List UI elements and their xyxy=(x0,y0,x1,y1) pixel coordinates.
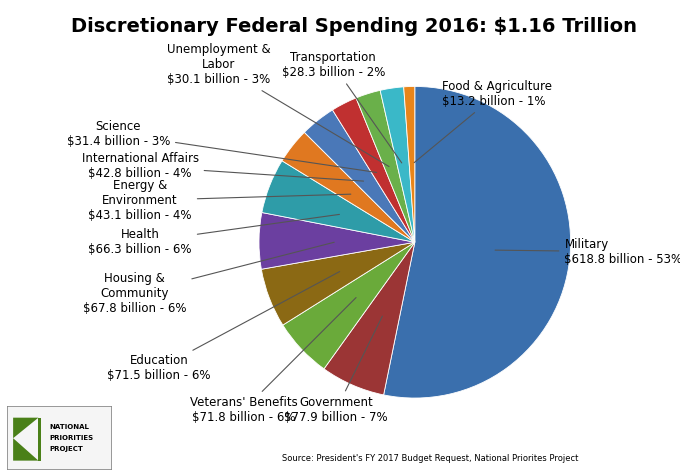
Text: Education
$71.5 billion - 6%: Education $71.5 billion - 6% xyxy=(107,272,339,382)
Text: Energy &
Environment
$43.1 billion - 4%: Energy & Environment $43.1 billion - 4% xyxy=(88,179,351,222)
Wedge shape xyxy=(282,133,415,242)
Text: PRIORITIES: PRIORITIES xyxy=(49,435,93,441)
Polygon shape xyxy=(13,418,38,461)
Wedge shape xyxy=(384,86,571,398)
Text: NATIONAL: NATIONAL xyxy=(49,424,89,430)
Text: Source: President's FY 2017 Budget Request, National Priorites Project: Source: President's FY 2017 Budget Reque… xyxy=(282,454,579,463)
Text: Unemployment &
Labor
$30.1 billion - 3%: Unemployment & Labor $30.1 billion - 3% xyxy=(167,43,389,167)
Text: Transportation
$28.3 billion - 2%: Transportation $28.3 billion - 2% xyxy=(282,51,402,163)
Wedge shape xyxy=(283,242,415,369)
Wedge shape xyxy=(261,242,415,325)
Text: Housing &
Community
$67.8 billion - 6%: Housing & Community $67.8 billion - 6% xyxy=(83,242,334,315)
Text: Government
$77.9 billion - 7%: Government $77.9 billion - 7% xyxy=(284,316,388,424)
Text: Health
$66.3 billion - 6%: Health $66.3 billion - 6% xyxy=(88,214,339,256)
Wedge shape xyxy=(404,86,415,242)
Wedge shape xyxy=(262,161,415,242)
Wedge shape xyxy=(333,98,415,242)
Text: PROJECT: PROJECT xyxy=(49,446,83,452)
Text: Military
$618.8 billion - 53%: Military $618.8 billion - 53% xyxy=(495,238,680,266)
Wedge shape xyxy=(380,87,415,242)
Text: Veterans' Benefits
$71.8 billion - 6%: Veterans' Benefits $71.8 billion - 6% xyxy=(190,297,356,424)
Wedge shape xyxy=(324,242,415,395)
Text: International Affairs
$42.8 billion - 4%: International Affairs $42.8 billion - 4% xyxy=(82,152,364,181)
Polygon shape xyxy=(38,418,41,461)
Text: Discretionary Federal Spending 2016: $1.16 Trillion: Discretionary Federal Spending 2016: $1.… xyxy=(71,17,636,36)
Wedge shape xyxy=(259,212,415,269)
Text: Food & Agriculture
$13.2 billion - 1%: Food & Agriculture $13.2 billion - 1% xyxy=(414,80,552,162)
Text: Science
$31.4 billion - 3%: Science $31.4 billion - 3% xyxy=(67,120,377,172)
Wedge shape xyxy=(356,90,415,242)
Wedge shape xyxy=(305,110,415,242)
